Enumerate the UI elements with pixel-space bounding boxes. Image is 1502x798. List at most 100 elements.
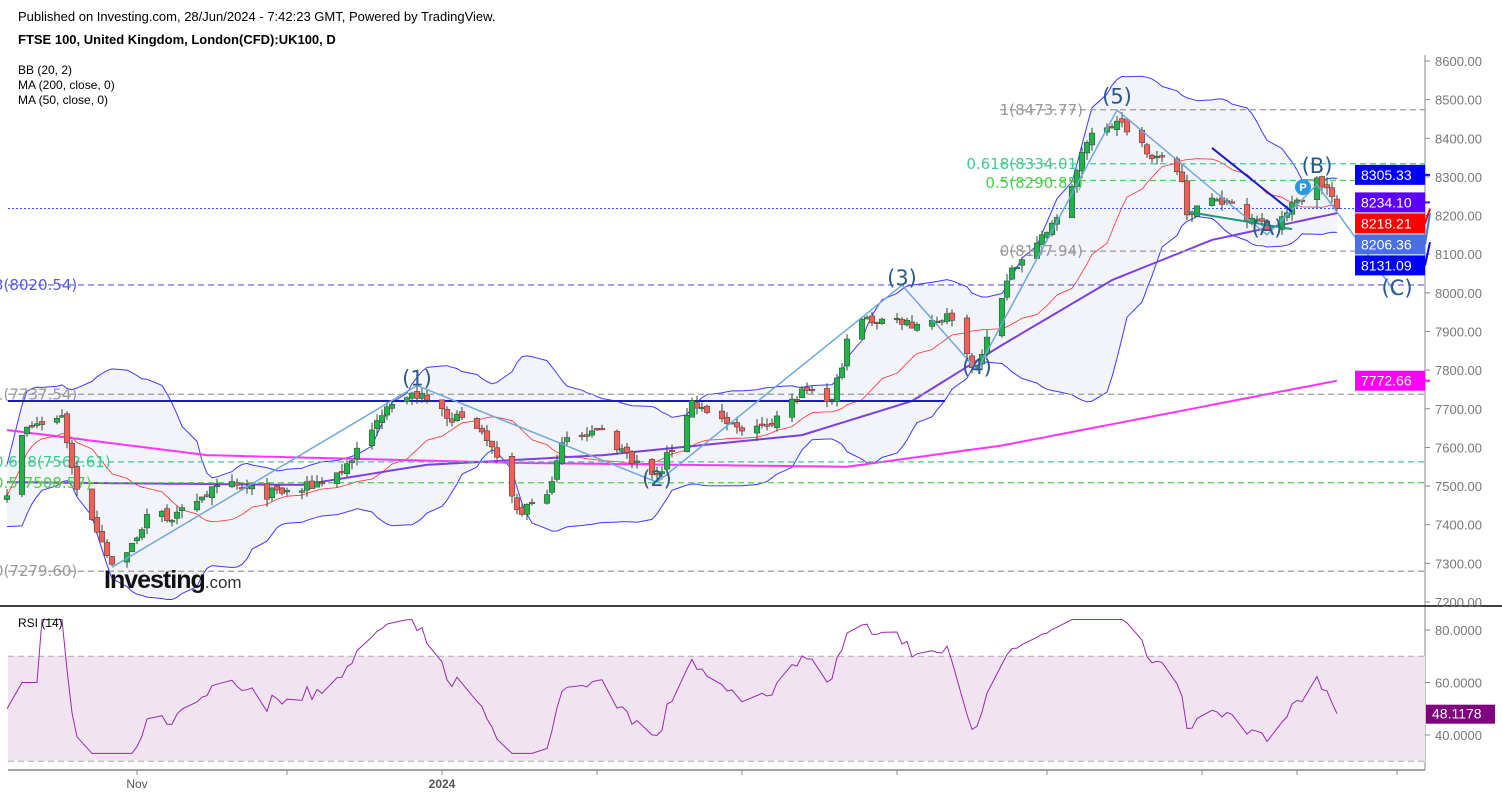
symbol-title: FTSE 100, United Kingdom, London(CFD):UK…	[18, 32, 336, 47]
candle	[493, 441, 501, 460]
candle	[388, 401, 396, 413]
price-label-bg	[1355, 164, 1425, 185]
candle	[663, 445, 671, 476]
candle	[718, 403, 726, 423]
candle-body	[763, 424, 771, 427]
rsi-value-tag: 48.1178	[1426, 704, 1495, 724]
candle-body	[1038, 234, 1046, 245]
candle-body	[128, 542, 136, 553]
candle	[478, 424, 486, 435]
candle	[1013, 266, 1021, 269]
fib-level-label: 0(7279.60)	[0, 562, 77, 580]
candle-body	[133, 537, 141, 542]
candle-body	[333, 472, 341, 484]
indicator-ma50[interactable]: MA (50, close, 0)	[18, 93, 109, 107]
candle-body	[658, 471, 666, 475]
wave-label: (4)	[962, 355, 992, 379]
indicator-ma200[interactable]: MA (200, close, 0)	[18, 78, 115, 92]
candle	[53, 415, 61, 425]
candle	[353, 441, 361, 466]
candle	[233, 478, 241, 490]
rsi-value: 48.1178	[1432, 706, 1482, 722]
rsi-band-fill	[8, 656, 1425, 762]
candle	[553, 454, 561, 483]
candle	[168, 519, 176, 527]
candle-body	[653, 472, 661, 476]
candle-body	[613, 430, 621, 451]
candle-body	[248, 485, 256, 490]
wave-label: (2)	[642, 467, 672, 491]
candle-body	[173, 511, 181, 519]
rsi-label[interactable]: RSI (14)	[18, 616, 63, 630]
candle-body	[98, 530, 106, 543]
candle-body	[523, 503, 531, 515]
candle	[858, 317, 866, 340]
candle-body	[1088, 132, 1096, 146]
candle-body	[1328, 187, 1336, 197]
candle	[23, 426, 31, 437]
candle-body	[788, 398, 796, 418]
candle-body	[548, 481, 556, 493]
wave-label: (C)	[1381, 276, 1412, 300]
candle-body	[368, 429, 376, 446]
candle	[193, 493, 201, 512]
candle-body	[53, 418, 61, 423]
candle	[163, 504, 171, 523]
candle	[793, 396, 801, 404]
price-label-tag: 7772.66	[1355, 370, 1430, 391]
candle	[838, 363, 846, 380]
price-label-tag: 8234.10	[1355, 192, 1430, 213]
candle	[598, 424, 606, 431]
candle	[773, 410, 781, 432]
candle-body	[738, 427, 746, 432]
indicator-bb[interactable]: BB (20, 2)	[18, 63, 73, 77]
candle-body	[868, 315, 876, 324]
price-label-bg	[1355, 370, 1425, 391]
candle	[38, 416, 46, 431]
candle-body	[913, 323, 921, 331]
candle-body	[378, 415, 386, 424]
price-label-value: 7772.66	[1361, 373, 1412, 389]
candle-body	[1228, 201, 1236, 204]
candle	[343, 460, 351, 478]
candle-body	[423, 394, 431, 401]
candle-body	[233, 482, 241, 486]
candle	[68, 440, 76, 475]
price-label-tag: 8206.36	[1355, 212, 1431, 255]
candle-body	[403, 397, 411, 402]
candle-body	[833, 377, 841, 402]
candle	[1113, 116, 1121, 136]
candle	[763, 418, 771, 431]
candle	[563, 431, 571, 447]
candle	[1193, 205, 1201, 217]
candle-body	[458, 411, 466, 418]
candle-body	[718, 410, 726, 420]
candle-body	[733, 422, 741, 428]
price-label-bg	[1355, 255, 1425, 276]
candle-body	[198, 496, 206, 501]
wedge-lower-line	[1186, 210, 1293, 231]
candle-body	[343, 463, 351, 475]
candle	[1333, 195, 1341, 211]
candle	[28, 421, 36, 429]
candle	[108, 556, 116, 567]
candle-body	[558, 442, 566, 464]
candle	[668, 444, 676, 458]
price-tick-label: 7400.00	[1435, 518, 1482, 533]
candle	[63, 411, 71, 449]
candle	[543, 489, 551, 505]
candle	[558, 436, 566, 466]
wedge-upper-line	[1211, 147, 1293, 213]
candle	[628, 450, 636, 469]
candle-body	[878, 318, 886, 324]
candle-body	[23, 426, 31, 435]
candle-body	[948, 312, 956, 321]
price-tick-label: 7300.00	[1435, 556, 1482, 571]
price-tick-label: 7700.00	[1435, 402, 1482, 417]
candle	[198, 496, 206, 503]
candle-body	[18, 435, 26, 495]
candle-body	[793, 399, 801, 402]
candle-body	[438, 399, 446, 409]
candle-body	[628, 451, 636, 464]
